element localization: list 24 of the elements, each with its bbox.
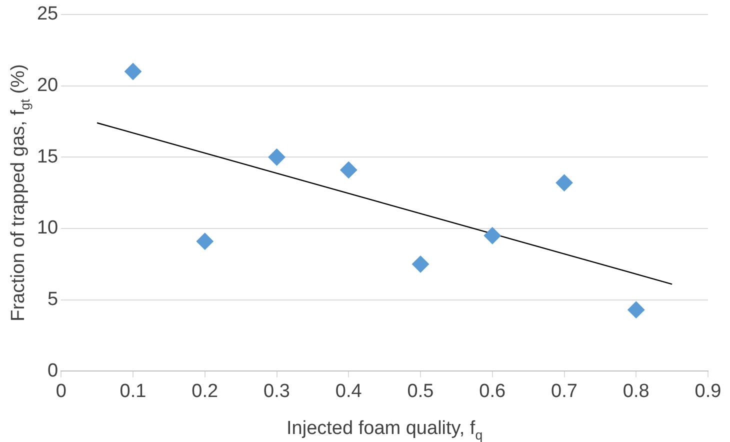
- point: [628, 301, 645, 318]
- y-tick-label: 5: [48, 289, 58, 310]
- x-tick-label: 0.7: [551, 380, 578, 402]
- x-tick-label: 0.8: [622, 380, 650, 402]
- x-tick-label: 0.6: [479, 380, 506, 402]
- y-tick-label: 20: [36, 74, 58, 96]
- point: [124, 62, 142, 80]
- x-tick-label: 0.2: [192, 380, 218, 402]
- y-tick-label: 25: [36, 4, 58, 25]
- point: [412, 256, 430, 273]
- x-tick-label: 0.5: [407, 380, 434, 402]
- x-tick-label: 0.3: [264, 380, 290, 402]
- y-tick-label: 0: [48, 360, 58, 382]
- x-tick-label: 0.4: [335, 380, 362, 402]
- x-tick-label: 0.9: [694, 380, 722, 402]
- x-tick-label: 0.1: [120, 380, 146, 402]
- y-axis-title: Fraction of trapped gas, fgt (%): [8, 64, 33, 322]
- point: [556, 174, 573, 192]
- y-tick-label: 15: [36, 146, 58, 168]
- point: [196, 232, 214, 250]
- point: [268, 148, 286, 166]
- y-tick-label: 10: [36, 218, 58, 239]
- point: [484, 227, 501, 244]
- point: [340, 161, 358, 178]
